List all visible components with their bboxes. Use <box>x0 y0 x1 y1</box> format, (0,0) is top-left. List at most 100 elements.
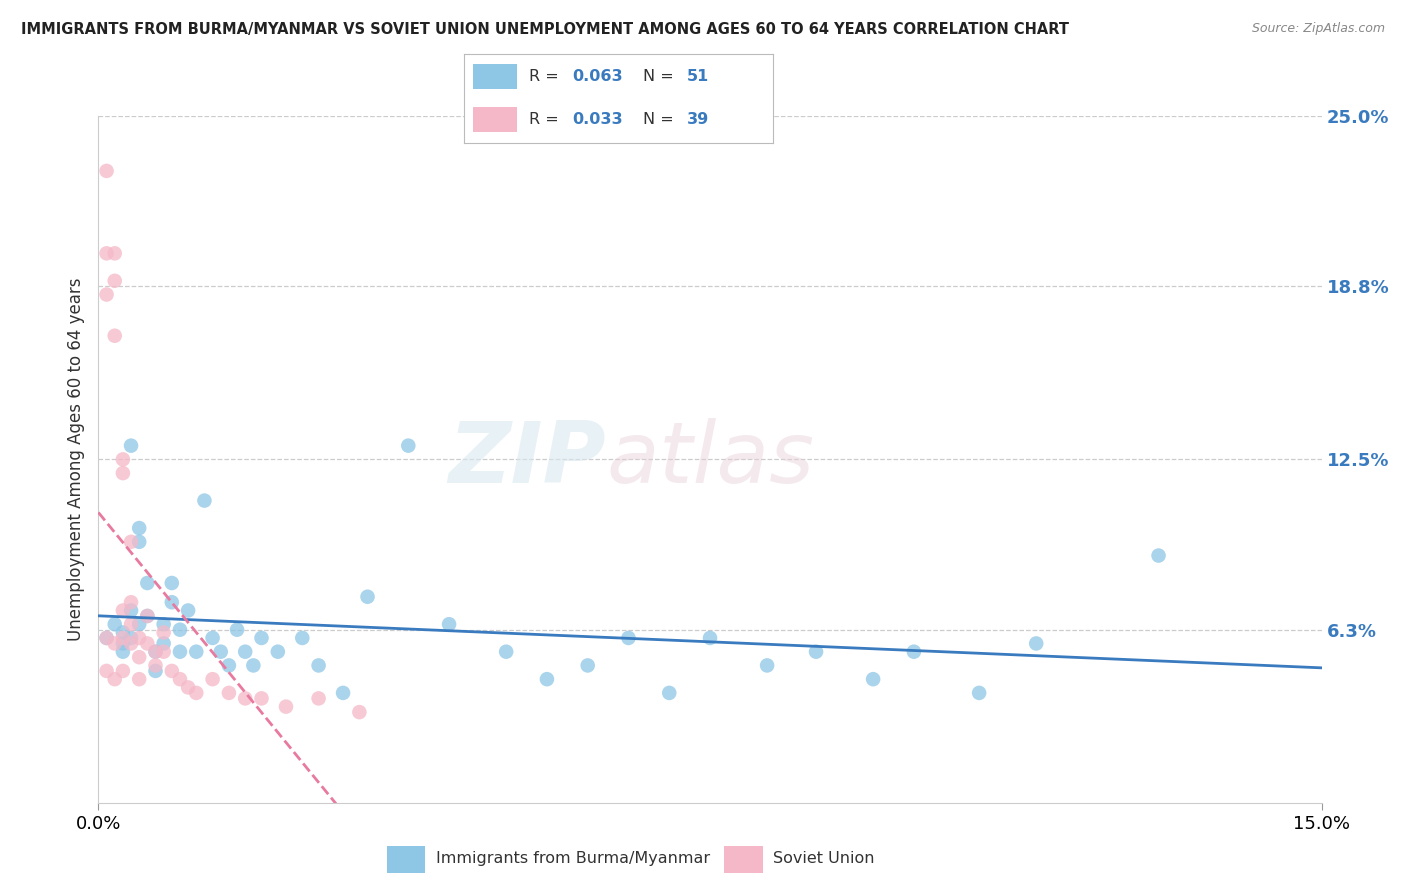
Point <box>967 686 990 700</box>
Point <box>160 595 183 609</box>
Bar <box>474 107 516 132</box>
Point <box>136 609 159 624</box>
Point <box>111 452 134 467</box>
Point <box>209 645 232 659</box>
Point <box>226 623 249 637</box>
Point <box>104 636 127 650</box>
Point <box>128 521 150 535</box>
Point <box>152 636 174 650</box>
Text: 0.033: 0.033 <box>572 112 623 127</box>
Point <box>104 672 127 686</box>
Text: R =: R = <box>529 70 564 84</box>
Point <box>218 686 240 700</box>
Point <box>96 631 118 645</box>
Point <box>120 636 142 650</box>
Point <box>120 534 142 549</box>
Point <box>111 466 134 480</box>
Point <box>152 625 174 640</box>
Point <box>903 645 925 659</box>
Point <box>233 691 256 706</box>
Point <box>128 617 150 632</box>
Point <box>349 705 371 719</box>
Point <box>308 691 330 706</box>
Point <box>201 631 224 645</box>
Text: 51: 51 <box>686 70 709 84</box>
Point <box>177 603 200 617</box>
Point <box>104 246 127 260</box>
Point <box>218 658 240 673</box>
Point <box>186 645 208 659</box>
Point <box>177 681 200 695</box>
Bar <box>474 64 516 89</box>
Point <box>96 664 118 678</box>
Point <box>756 658 779 673</box>
Text: R =: R = <box>529 112 564 127</box>
Point <box>145 658 167 673</box>
Point <box>274 699 297 714</box>
Point <box>250 631 273 645</box>
Text: 39: 39 <box>686 112 709 127</box>
Text: N =: N = <box>644 112 679 127</box>
Point <box>111 631 134 645</box>
Text: Source: ZipAtlas.com: Source: ZipAtlas.com <box>1251 22 1385 36</box>
Point <box>169 672 191 686</box>
Point <box>145 645 167 659</box>
Point <box>136 609 159 624</box>
Point <box>332 686 354 700</box>
Point <box>136 636 159 650</box>
Point <box>111 625 134 640</box>
Text: Immigrants from Burma/Myanmar: Immigrants from Burma/Myanmar <box>436 851 710 866</box>
Bar <box>724 847 762 873</box>
Point <box>186 686 208 700</box>
Point <box>617 631 640 645</box>
Point <box>96 631 118 645</box>
Point <box>308 658 330 673</box>
Point <box>96 246 118 260</box>
Point <box>128 650 150 665</box>
Point <box>145 645 167 659</box>
Point <box>495 645 517 659</box>
Text: atlas: atlas <box>606 417 814 501</box>
Point <box>536 672 558 686</box>
Point <box>1025 636 1047 650</box>
Text: 0.063: 0.063 <box>572 70 623 84</box>
Point <box>120 617 142 632</box>
Point <box>658 686 681 700</box>
Point <box>267 645 290 659</box>
Point <box>120 439 142 453</box>
Point <box>169 623 191 637</box>
Point <box>120 631 142 645</box>
Point <box>128 672 150 686</box>
Point <box>104 328 127 343</box>
Point <box>120 603 142 617</box>
Y-axis label: Unemployment Among Ages 60 to 64 years: Unemployment Among Ages 60 to 64 years <box>66 277 84 641</box>
Point <box>193 493 215 508</box>
Point <box>120 595 142 609</box>
Point <box>242 658 264 673</box>
Point <box>862 672 884 686</box>
Point <box>104 617 127 632</box>
Point <box>1147 549 1170 563</box>
Point <box>152 645 174 659</box>
Point <box>804 645 827 659</box>
Point <box>96 287 118 301</box>
Point <box>201 672 224 686</box>
Point <box>291 631 314 645</box>
Point <box>152 617 174 632</box>
Point <box>396 439 419 453</box>
Point <box>111 664 134 678</box>
Point <box>136 576 159 591</box>
Text: N =: N = <box>644 70 679 84</box>
Point <box>233 645 256 659</box>
Bar <box>387 847 425 873</box>
Point <box>128 534 150 549</box>
Point <box>128 631 150 645</box>
Point <box>437 617 460 632</box>
Point <box>111 603 134 617</box>
Point <box>160 576 183 591</box>
Point <box>104 274 127 288</box>
Point <box>576 658 599 673</box>
Point <box>160 664 183 678</box>
Text: Soviet Union: Soviet Union <box>773 851 875 866</box>
Point <box>699 631 721 645</box>
